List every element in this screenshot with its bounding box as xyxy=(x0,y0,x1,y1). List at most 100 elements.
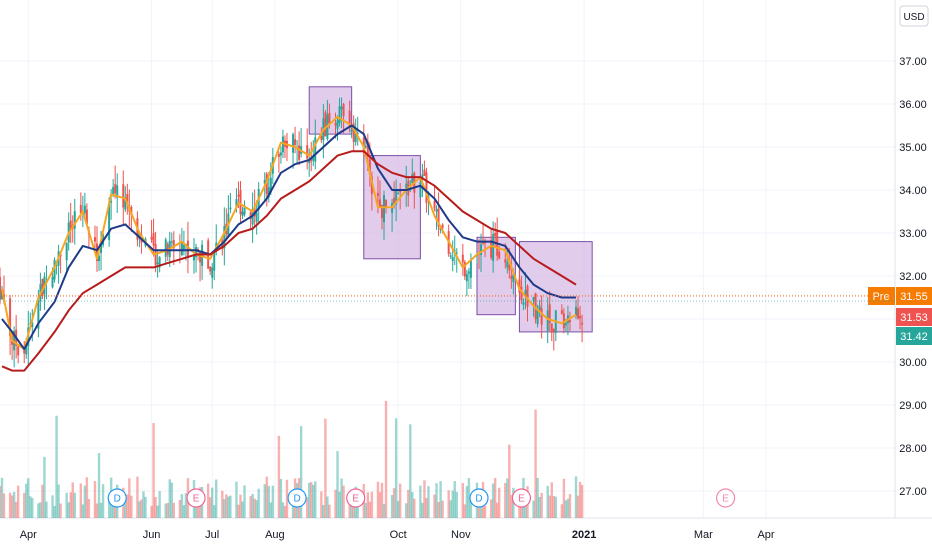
volume-bar xyxy=(291,503,295,518)
candle-body xyxy=(536,309,539,324)
volume-bar xyxy=(85,477,89,518)
volume-bar xyxy=(524,505,527,518)
candle-body xyxy=(482,242,485,244)
earnings-marker[interactable]: E xyxy=(346,488,366,508)
volume-bar xyxy=(364,502,368,518)
candle-body xyxy=(73,211,76,229)
candle-body xyxy=(312,156,315,161)
dividend-marker[interactable]: D xyxy=(469,488,489,508)
candle-body xyxy=(441,224,444,229)
volume-bar xyxy=(552,496,555,518)
volume-bar xyxy=(465,486,469,518)
earnings-marker[interactable]: E xyxy=(511,488,532,508)
candle-body xyxy=(550,323,553,333)
earnings-marker[interactable]: E xyxy=(715,488,736,508)
candle-body xyxy=(395,190,398,205)
candle-body xyxy=(338,106,341,124)
volume-bar xyxy=(253,498,256,518)
candle-body xyxy=(465,273,468,282)
volume-bar xyxy=(425,498,428,518)
volume-bar xyxy=(158,491,161,518)
volume-bar xyxy=(348,502,351,518)
volume-bar xyxy=(352,498,355,518)
volume-bar xyxy=(495,502,499,518)
candle-body xyxy=(437,208,440,227)
candle-body xyxy=(116,185,119,198)
volume-bar xyxy=(251,493,254,518)
volume-bar xyxy=(12,491,16,518)
candle-body xyxy=(172,240,175,249)
volume-bar xyxy=(546,485,549,518)
candle-body xyxy=(51,276,54,288)
candle-body xyxy=(292,134,295,153)
svg-text:D: D xyxy=(293,494,300,505)
volume-bar xyxy=(31,497,34,518)
candle-body xyxy=(152,233,155,246)
candle-body xyxy=(419,182,422,198)
candle-body xyxy=(540,308,543,325)
volume-bar xyxy=(328,504,331,518)
volume-bar xyxy=(334,489,337,518)
volume-bar xyxy=(285,479,289,518)
candle-body xyxy=(380,204,383,219)
candle-body xyxy=(510,276,513,279)
candle-body xyxy=(342,104,345,117)
volume-bar xyxy=(469,500,473,518)
dividend-marker[interactable]: D xyxy=(107,488,127,508)
candle-body xyxy=(158,257,161,268)
candle-body xyxy=(164,239,167,257)
candle-body xyxy=(298,145,301,160)
volume-bar xyxy=(267,486,270,518)
currency-badge[interactable]: USD xyxy=(899,5,929,27)
volume-bar xyxy=(477,505,481,518)
series-line-ma_fast xyxy=(1,115,577,351)
dividend-marker[interactable]: D xyxy=(287,488,307,508)
volume-bar xyxy=(467,478,471,518)
volume-bar xyxy=(271,485,275,518)
candle-body xyxy=(23,349,26,354)
candle-body xyxy=(423,169,426,176)
volume-bar xyxy=(340,478,343,518)
volume-bar xyxy=(255,500,258,518)
volume-bar xyxy=(53,505,56,518)
volume-bar xyxy=(520,504,523,518)
candle-body xyxy=(53,259,56,280)
volume-bar xyxy=(576,495,580,518)
volume-bar xyxy=(142,491,145,518)
moving-average-lines xyxy=(1,115,577,372)
volume-bar xyxy=(221,490,224,518)
volume-bar xyxy=(73,492,76,518)
svg-text:D: D xyxy=(114,494,121,505)
price-tag-box xyxy=(896,327,932,345)
volume-bar xyxy=(376,481,380,518)
candle-body xyxy=(463,262,466,277)
candle-body xyxy=(55,264,58,266)
time-axis[interactable]: Apr Jun Jul Aug Oct Nov 2021 Mar Apr xyxy=(20,529,775,541)
candle-body xyxy=(267,187,270,198)
volume-bar xyxy=(324,418,327,518)
candle-body xyxy=(241,211,244,216)
svg-text:E: E xyxy=(352,494,359,505)
candlestick-series xyxy=(0,97,584,368)
candle-body xyxy=(69,220,72,230)
volume-bar xyxy=(447,490,450,518)
candle-body xyxy=(110,201,113,203)
candle-body xyxy=(366,141,369,156)
volume-bar xyxy=(564,500,568,518)
volume-bar xyxy=(538,496,541,518)
volume-bar xyxy=(453,481,456,518)
candle-body xyxy=(306,145,309,159)
volume-bar xyxy=(51,495,54,518)
volume-bar xyxy=(211,487,214,518)
candle-body xyxy=(195,246,198,258)
volume-bar xyxy=(69,492,72,518)
volume-bar xyxy=(172,502,175,518)
price-axis[interactable]: 27.0028.0029.0030.0031.0032.0033.0034.00… xyxy=(899,56,927,498)
currency-label: USD xyxy=(903,12,924,23)
volume-bar xyxy=(449,500,452,518)
earnings-marker[interactable]: E xyxy=(186,488,206,508)
volume-bar xyxy=(101,484,105,518)
candle-body xyxy=(122,184,125,208)
